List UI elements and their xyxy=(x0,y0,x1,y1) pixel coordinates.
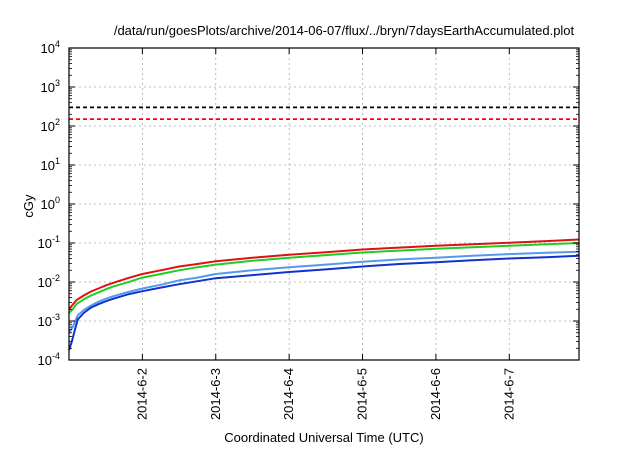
y-tick-label: 10-3 xyxy=(38,312,60,329)
y-tick-label-base: 10 xyxy=(41,119,55,134)
series-line xyxy=(68,250,580,334)
x-tick-label: 2014-6-6 xyxy=(428,368,443,420)
y-tick-label-base: 10 xyxy=(41,197,55,212)
y-tick-label-exponent: 2 xyxy=(55,117,60,127)
x-tick-label: 2014-6-7 xyxy=(501,368,516,420)
x-tick-label: 2014-6-4 xyxy=(281,368,296,420)
y-tick-label: 101 xyxy=(41,156,60,173)
y-tick-label-base: 10 xyxy=(38,275,52,290)
y-tick-label: 102 xyxy=(41,117,60,134)
y-tick-label-exponent: -3 xyxy=(52,312,60,322)
x-axis-label: Coordinated Universal Time (UTC) xyxy=(224,430,423,445)
series-line xyxy=(68,238,580,310)
y-axis-label: cGy xyxy=(21,194,36,218)
y-tick-label: 10-4 xyxy=(38,351,60,368)
series-lines xyxy=(68,238,580,351)
y-tick-label: 104 xyxy=(41,39,60,56)
y-tick-label-exponent: -2 xyxy=(52,273,60,283)
y-tick-label-exponent: 3 xyxy=(55,78,60,88)
x-tick-label: 2014-6-5 xyxy=(355,368,370,420)
x-tick-label: 2014-6-3 xyxy=(208,368,223,420)
grid xyxy=(69,48,579,360)
y-tick-label-base: 10 xyxy=(38,314,52,329)
series-line xyxy=(68,254,580,351)
y-tick-label-base: 10 xyxy=(38,353,52,368)
y-tick-label-exponent: 0 xyxy=(55,195,60,205)
y-tick-label-base: 10 xyxy=(38,236,52,251)
y-tick-label-exponent: -4 xyxy=(52,351,60,361)
y-tick-label: 100 xyxy=(41,195,60,212)
y-tick-label-exponent: -1 xyxy=(52,234,60,244)
series-line xyxy=(68,242,580,314)
y-tick-label-base: 10 xyxy=(41,41,55,56)
y-tick-label-exponent: 1 xyxy=(55,156,60,166)
y-tick-label: 103 xyxy=(41,78,60,95)
chart-title: /data/run/goesPlots/archive/2014-06-07/f… xyxy=(114,23,575,38)
y-tick-label-base: 10 xyxy=(41,158,55,173)
x-tick-label: 2014-6-2 xyxy=(134,368,149,420)
y-tick-label-base: 10 xyxy=(41,80,55,95)
y-tick-label-exponent: 4 xyxy=(55,39,60,49)
threshold-lines xyxy=(69,106,579,121)
y-tick-label: 10-2 xyxy=(38,273,60,290)
y-tick-label: 10-1 xyxy=(38,234,60,251)
